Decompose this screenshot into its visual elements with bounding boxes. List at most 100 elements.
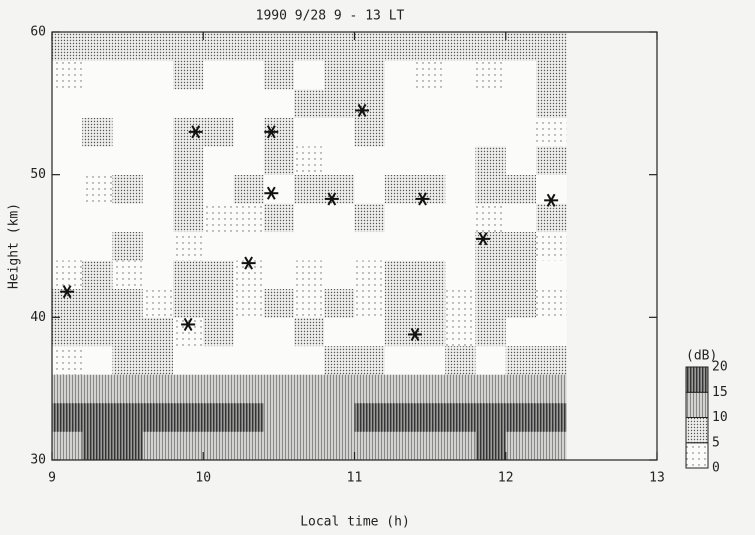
contour-cell: [203, 231, 234, 261]
contour-cell: [52, 317, 83, 347]
contour-cell: [475, 146, 507, 175]
contour-cell: [52, 374, 83, 404]
contour-cell: [505, 174, 537, 204]
asterisk-stroke: [244, 256, 253, 270]
asterisk-stroke: [327, 192, 337, 206]
contour-cell: [536, 231, 567, 261]
colorbar-tick-label: 15: [712, 385, 728, 400]
contour-cell: [445, 231, 476, 261]
contour-cell: [52, 174, 83, 204]
contour-cell: [82, 89, 113, 118]
asterisk-stroke: [418, 192, 427, 206]
x-tick-label: 9: [48, 471, 56, 486]
contour-cell: [82, 431, 113, 461]
contour-cell: [142, 374, 174, 404]
contour-cell: [475, 174, 507, 204]
contour-cell: [354, 431, 386, 461]
contour-cell: [233, 32, 265, 61]
contour-cell: [354, 89, 386, 118]
contour-cell: [536, 260, 567, 290]
contour-cell: [233, 231, 265, 261]
y-tick-label: 40: [30, 310, 46, 325]
colorbar-tick-label: 5: [712, 435, 720, 450]
contour-cell: [112, 345, 144, 375]
contour-cell: [294, 203, 325, 233]
contour-cell: [52, 60, 83, 90]
contour-cell: [233, 402, 265, 432]
contour-cell: [82, 402, 113, 432]
contour-cell: [233, 89, 265, 118]
contour-cell: [505, 260, 537, 290]
contour-cell: [384, 260, 416, 290]
colorbar-label: (dB): [686, 349, 717, 364]
contour-cell: [415, 60, 446, 90]
contour-cell: [505, 89, 537, 118]
asterisk-marker: [60, 285, 75, 299]
contour-cell: [112, 231, 144, 261]
contour-cell: [505, 288, 537, 318]
contour-cell: [294, 117, 325, 147]
contour-cell: [536, 288, 567, 318]
contour-cell: [324, 431, 355, 461]
contour-cell: [475, 402, 507, 432]
contour-cell: [475, 431, 507, 461]
contour-cell: [203, 117, 234, 147]
contour-cell: [142, 89, 174, 118]
contour-cell: [505, 431, 537, 461]
contour-cell: [505, 60, 537, 90]
contour-cell: [324, 317, 355, 347]
contour-cell: [52, 431, 83, 461]
contour-cell: [263, 288, 295, 318]
x-tick-label: 12: [498, 471, 514, 486]
contour-cell: [203, 60, 234, 90]
contour-cell: [112, 260, 144, 290]
contour-cell: [445, 203, 476, 233]
contour-cell: [324, 231, 355, 261]
contour-cell: [475, 288, 507, 318]
contour-cell: [384, 431, 416, 461]
asterisk-stroke: [62, 285, 72, 299]
contour-cell: [445, 374, 476, 404]
contour-cell: [173, 146, 204, 175]
contour-cell: [354, 260, 386, 290]
contour-cell: [142, 260, 174, 290]
contour-cell: [233, 374, 265, 404]
contour-cell: [415, 203, 446, 233]
contour-cell: [112, 89, 144, 118]
contour-cell: [142, 174, 174, 204]
contour-cell: [384, 288, 416, 318]
contour-cell: [294, 174, 325, 204]
contour-cell: [52, 117, 83, 147]
contour-cell: [263, 374, 295, 404]
contour-cell: [536, 402, 567, 432]
contour-cell: [82, 60, 113, 90]
contour-cell: [415, 431, 446, 461]
contour-cell: [324, 60, 355, 90]
contour-cell: [324, 32, 355, 61]
contour-cell: [203, 288, 234, 318]
contour-cell: [233, 146, 265, 175]
contour-cell: [52, 231, 83, 261]
contour-cell: [324, 288, 355, 318]
contour-cell: [354, 203, 386, 233]
contour-cell: [536, 89, 567, 118]
contour-cell: [505, 117, 537, 147]
contour-cell: [294, 89, 325, 118]
contour-cell: [203, 89, 234, 118]
contour-cell: [233, 288, 265, 318]
contour-cell: [324, 117, 355, 147]
contour-cell: [233, 203, 265, 233]
contour-cell: [445, 117, 476, 147]
contour-cell: [203, 374, 234, 404]
contour-cell: [263, 203, 295, 233]
contour-cell: [173, 231, 204, 261]
contour-cell: [203, 345, 234, 375]
contour-cell: [203, 260, 234, 290]
contour-cell: [354, 345, 386, 375]
contour-cell: [52, 260, 83, 290]
contour-cell: [536, 374, 567, 404]
asterisk-stroke: [266, 125, 276, 139]
contour-cell: [475, 345, 507, 375]
contour-cell: [173, 60, 204, 90]
